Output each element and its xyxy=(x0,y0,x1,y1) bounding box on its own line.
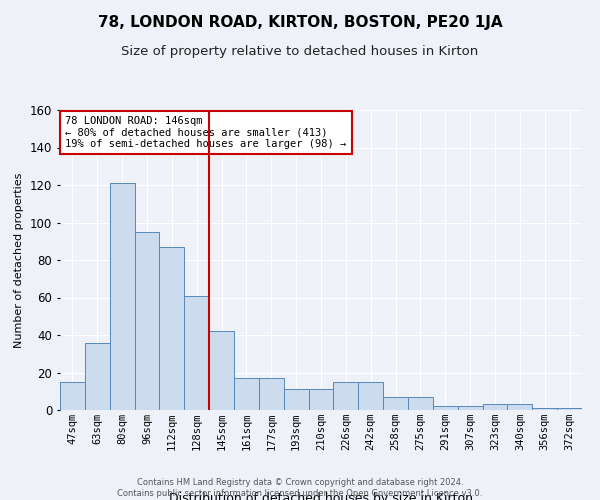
Bar xyxy=(358,382,383,410)
Bar xyxy=(160,247,184,410)
Bar xyxy=(433,406,458,410)
Bar xyxy=(308,390,334,410)
Bar xyxy=(85,342,110,410)
Bar xyxy=(209,331,234,410)
Bar xyxy=(482,404,508,410)
Bar xyxy=(383,397,408,410)
Bar xyxy=(532,408,557,410)
X-axis label: Distribution of detached houses by size in Kirton: Distribution of detached houses by size … xyxy=(169,492,473,500)
Bar xyxy=(234,378,259,410)
Text: 78 LONDON ROAD: 146sqm
← 80% of detached houses are smaller (413)
19% of semi-de: 78 LONDON ROAD: 146sqm ← 80% of detached… xyxy=(65,116,346,149)
Text: Contains HM Land Registry data © Crown copyright and database right 2024.
Contai: Contains HM Land Registry data © Crown c… xyxy=(118,478,482,498)
Bar xyxy=(508,404,532,410)
Bar xyxy=(458,406,482,410)
Text: 78, LONDON ROAD, KIRTON, BOSTON, PE20 1JA: 78, LONDON ROAD, KIRTON, BOSTON, PE20 1J… xyxy=(98,15,502,30)
Bar xyxy=(334,382,358,410)
Text: Size of property relative to detached houses in Kirton: Size of property relative to detached ho… xyxy=(121,45,479,58)
Bar xyxy=(134,232,160,410)
Y-axis label: Number of detached properties: Number of detached properties xyxy=(14,172,25,348)
Bar xyxy=(284,390,308,410)
Bar xyxy=(259,378,284,410)
Bar xyxy=(184,296,209,410)
Bar xyxy=(557,408,582,410)
Bar xyxy=(110,183,134,410)
Bar xyxy=(60,382,85,410)
Bar xyxy=(408,397,433,410)
